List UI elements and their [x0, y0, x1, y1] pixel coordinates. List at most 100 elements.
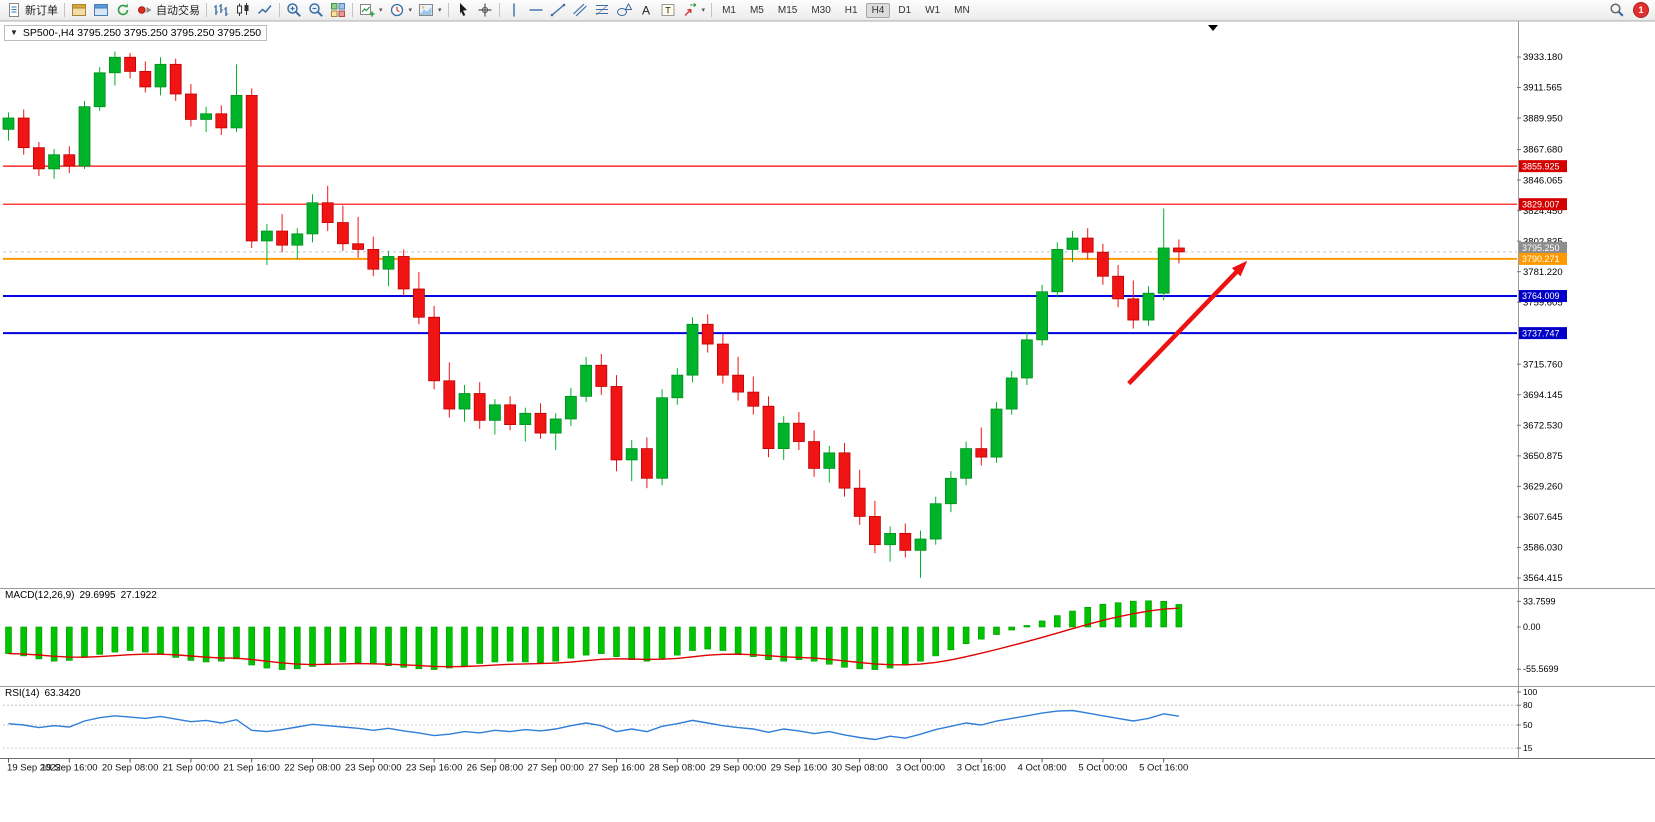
- svg-text:3855.925: 3855.925: [1522, 161, 1560, 171]
- svg-text:20 Sep 08:00: 20 Sep 08:00: [102, 763, 159, 774]
- svg-text:27 Sep 16:00: 27 Sep 16:00: [588, 763, 645, 774]
- zoom-in-icon: [287, 3, 301, 17]
- candle-chart-button[interactable]: [232, 1, 254, 19]
- bars-icon: [214, 4, 228, 16]
- chart-dropdown-icon[interactable]: ▼: [10, 28, 18, 37]
- svg-text:80: 80: [1523, 700, 1533, 710]
- crosshair-button[interactable]: [474, 1, 496, 19]
- linechart-icon: [257, 5, 272, 15]
- timeframe-m15[interactable]: M15: [777, 4, 798, 16]
- timeframe-m30[interactable]: M30: [811, 4, 831, 16]
- text-button[interactable]: A: [635, 1, 657, 19]
- cursor-button[interactable]: [452, 1, 474, 19]
- dropdown-caret-icon[interactable]: ▾: [379, 7, 383, 14]
- svg-text:3911.565: 3911.565: [1523, 83, 1562, 94]
- dropdown-caret-icon[interactable]: ▾: [701, 7, 706, 14]
- bar-chart-button[interactable]: [210, 1, 232, 19]
- line-chart-button[interactable]: [254, 1, 276, 19]
- period-button[interactable]: ▾: [386, 1, 416, 19]
- timeframe-mn[interactable]: MN: [954, 4, 970, 16]
- svg-text:3650.875: 3650.875: [1523, 451, 1563, 462]
- svg-text:29 Sep 16:00: 29 Sep 16:00: [771, 763, 828, 774]
- svg-text:22 Sep 08:00: 22 Sep 08:00: [284, 763, 341, 774]
- rsi-value: 63.3420: [44, 688, 81, 699]
- trendline-icon: [550, 3, 565, 17]
- vertical-line-button[interactable]: [503, 1, 525, 19]
- chart-canvas[interactable]: 3933.180 3911.565 3889.950 3867.680 3846.065…: [0, 21, 1655, 822]
- macd-main-value: 29.6995: [79, 590, 116, 601]
- toolbar-separator: [279, 3, 280, 17]
- arrows-button[interactable]: ▾: [679, 1, 709, 19]
- svg-text:3672.530: 3672.530: [1523, 420, 1563, 431]
- doc-icon: [9, 3, 19, 17]
- svg-text:15: 15: [1523, 743, 1533, 753]
- new-chart-button[interactable]: ▾: [356, 1, 386, 19]
- svg-text:-55.5699: -55.5699: [1523, 664, 1559, 674]
- fibonacci-button[interactable]: [591, 1, 613, 19]
- new-order-button[interactable]: 新订单: [3, 1, 61, 19]
- newchart-icon: [360, 4, 375, 17]
- timeframe-d1[interactable]: D1: [898, 4, 912, 16]
- tile-windows-button[interactable]: [327, 1, 349, 19]
- rsi-name: RSI(14): [5, 688, 40, 699]
- zoom-out-icon: [309, 3, 323, 17]
- svg-text:30 Sep 08:00: 30 Sep 08:00: [831, 763, 888, 774]
- svg-text:21 Sep 00:00: 21 Sep 00:00: [163, 763, 220, 774]
- dropdown-caret-icon[interactable]: ▾: [408, 7, 413, 14]
- refresh-button[interactable]: [112, 1, 134, 19]
- crosshair-icon: [478, 3, 492, 17]
- svg-text:5 Oct 16:00: 5 Oct 16:00: [1139, 763, 1188, 774]
- timeframe-h1[interactable]: H1: [844, 4, 858, 16]
- timeframe-w1[interactable]: W1: [925, 4, 941, 16]
- rsi-indicator-label: RSI(14) 63.3420: [5, 688, 81, 699]
- svg-text:3737.747: 3737.747: [1522, 328, 1560, 338]
- toolbar-separator: [498, 3, 500, 17]
- svg-text:0.00: 0.00: [1523, 622, 1541, 632]
- autotrade-icon: [138, 6, 152, 14]
- zoom-in-button[interactable]: [283, 1, 305, 19]
- timeframe-h4[interactable]: H4: [865, 2, 891, 18]
- svg-text:3 Oct 16:00: 3 Oct 16:00: [957, 763, 1006, 774]
- shapes-button[interactable]: [613, 1, 635, 19]
- trendline-button[interactable]: [547, 1, 569, 19]
- template-button[interactable]: ▾: [415, 1, 445, 19]
- svg-text:19 Sep 16:00: 19 Sep 16:00: [41, 763, 98, 774]
- label-button[interactable]: T: [657, 1, 679, 19]
- svg-text:26 Sep 08:00: 26 Sep 08:00: [467, 763, 524, 774]
- svg-text:3715.760: 3715.760: [1523, 359, 1563, 370]
- svg-text:5 Oct 00:00: 5 Oct 00:00: [1078, 763, 1127, 774]
- svg-text:3607.645: 3607.645: [1523, 512, 1563, 523]
- toolbar-separator: [447, 3, 449, 17]
- notification-badge[interactable]: 1: [1633, 2, 1649, 18]
- candles-icon: [237, 3, 249, 16]
- svg-text:3 Oct 00:00: 3 Oct 00:00: [896, 763, 945, 774]
- metaeditor-button[interactable]: [90, 1, 112, 19]
- svg-text:A: A: [642, 4, 650, 18]
- hline-icon: [529, 9, 543, 11]
- channel-button[interactable]: [569, 1, 591, 19]
- svg-text:3694.145: 3694.145: [1523, 390, 1563, 401]
- autotrade-button[interactable]: 自动交易: [134, 1, 203, 19]
- svg-text:3829.007: 3829.007: [1522, 199, 1560, 209]
- chart-window: 3933.180 3911.565 3889.950 3867.680 3846.065…: [0, 21, 1655, 822]
- svg-text:T: T: [665, 6, 671, 16]
- svg-text:29 Sep 00:00: 29 Sep 00:00: [710, 763, 767, 774]
- refresh-icon: [117, 3, 129, 16]
- timeframe-m1[interactable]: M1: [722, 4, 736, 16]
- horizontal-line-button[interactable]: [525, 1, 547, 19]
- symbol-info-bar[interactable]: ▼ SP500-,H4 3795.250 3795.250 3795.250 3…: [4, 25, 268, 41]
- toolbar-separator: [711, 3, 713, 17]
- dropdown-caret-icon[interactable]: ▾: [438, 7, 442, 14]
- shapes-icon: [616, 2, 632, 16]
- vline-icon: [512, 3, 515, 17]
- svg-text:3802.835: 3802.835: [1523, 236, 1563, 247]
- gold-window-icon: [72, 4, 86, 16]
- timeframe-m5[interactable]: M5: [749, 4, 764, 16]
- fibo-icon: [595, 4, 608, 16]
- blue-window-icon: [94, 4, 108, 16]
- search-button[interactable]: [1606, 1, 1628, 19]
- zoom-out-button[interactable]: [305, 1, 327, 19]
- market-watch-button[interactable]: [68, 1, 90, 19]
- tile-icon: [331, 3, 345, 17]
- toolbar-right: 1: [1606, 1, 1652, 19]
